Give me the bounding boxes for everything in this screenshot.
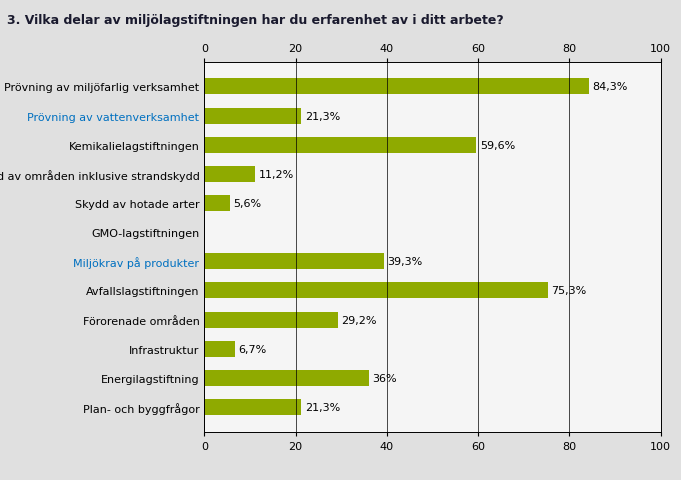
Text: 3. Vilka delar av miljölagstiftningen har du erfarenhet av i ditt arbete?: 3. Vilka delar av miljölagstiftningen ha…	[7, 14, 503, 27]
Text: 36%: 36%	[373, 373, 397, 383]
Text: 11,2%: 11,2%	[259, 169, 294, 180]
Text: 29,2%: 29,2%	[341, 315, 377, 325]
Bar	[204, 79, 589, 95]
Bar	[204, 167, 255, 182]
Text: 21,3%: 21,3%	[305, 402, 340, 412]
Bar	[204, 370, 368, 386]
Text: 84,3%: 84,3%	[592, 82, 628, 92]
Bar	[204, 399, 302, 415]
Bar	[204, 195, 230, 212]
Bar	[204, 312, 338, 328]
Bar	[204, 341, 235, 357]
Text: 5,6%: 5,6%	[234, 199, 262, 208]
Text: 39,3%: 39,3%	[387, 257, 422, 267]
Bar	[204, 283, 548, 299]
Text: 59,6%: 59,6%	[480, 140, 515, 150]
Bar	[204, 108, 302, 124]
Text: 6,7%: 6,7%	[238, 344, 267, 354]
Text: 75,3%: 75,3%	[552, 286, 587, 296]
Bar	[204, 137, 476, 154]
Text: 21,3%: 21,3%	[305, 111, 340, 121]
Bar	[204, 254, 383, 270]
